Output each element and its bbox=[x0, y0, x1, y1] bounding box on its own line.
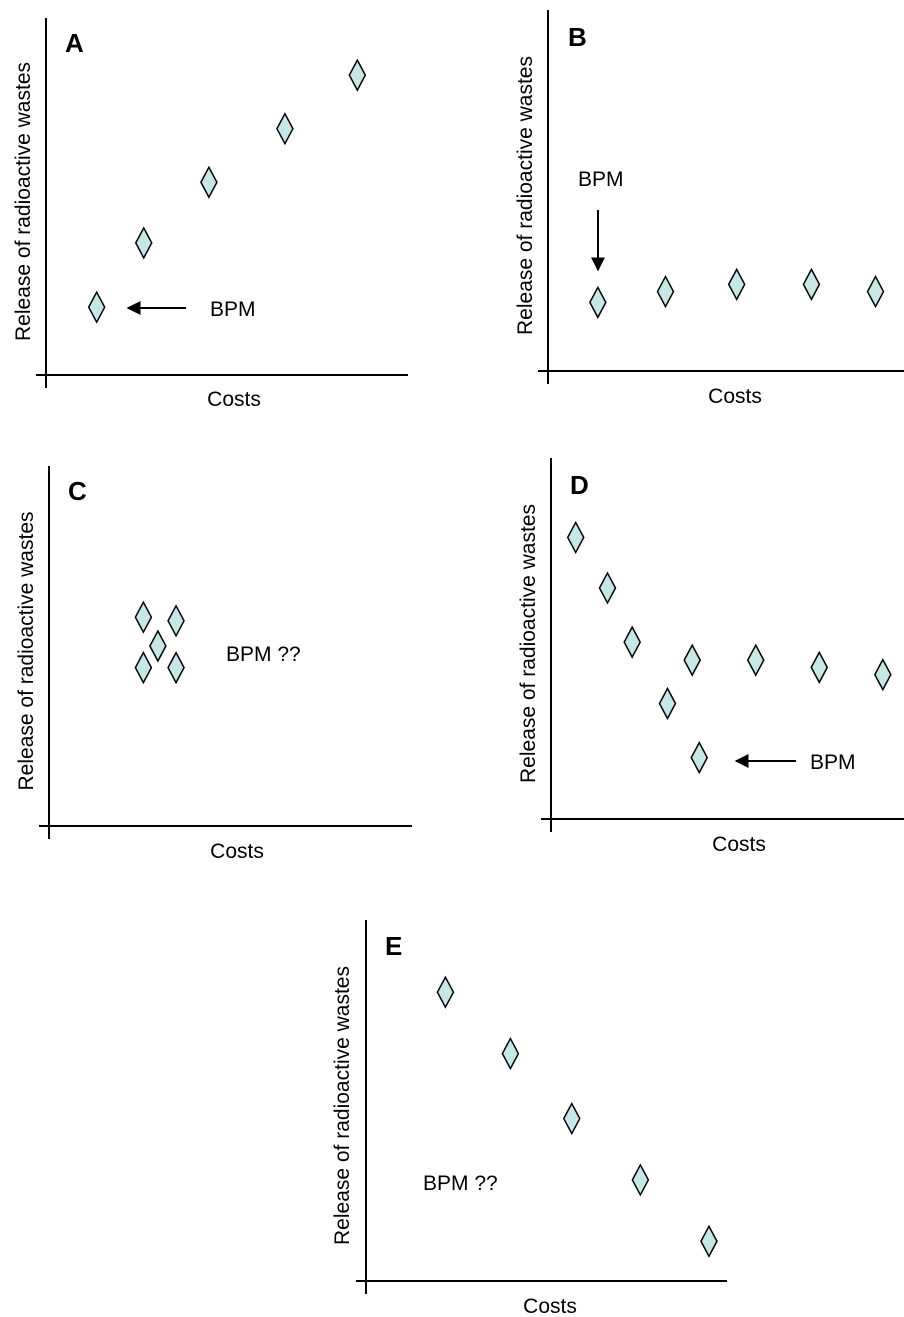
data-point-diamond bbox=[802, 267, 821, 301]
data-point-diamond bbox=[87, 290, 106, 324]
data-point-diamond bbox=[727, 267, 746, 301]
x-axis-label: Costs bbox=[207, 388, 261, 411]
data-point-diamond bbox=[276, 112, 294, 146]
y-axis-label: Release of radioactive wastes bbox=[517, 504, 540, 783]
bpm-annotation: BPM bbox=[210, 298, 256, 321]
data-point-diamond bbox=[746, 643, 765, 677]
data-point-diamond bbox=[683, 643, 702, 677]
chart-panel-a: A Costs Release of radioactive wastes BPM bbox=[12, 18, 408, 411]
bpm-annotation: BPM bbox=[810, 751, 856, 774]
bpm-annotation: BPM ?? bbox=[423, 1172, 498, 1195]
data-point-diamond bbox=[873, 658, 892, 692]
data-point-diamond bbox=[598, 571, 617, 605]
data-point-diamond bbox=[149, 629, 167, 663]
data-point-diamond bbox=[134, 651, 153, 685]
data-point-diamond bbox=[167, 651, 185, 685]
data-point-diamond bbox=[200, 165, 218, 199]
data-point-diamond bbox=[631, 1163, 650, 1197]
x-axis-label: Costs bbox=[708, 385, 762, 408]
data-point-diamond bbox=[690, 741, 709, 775]
panel-label: D bbox=[570, 470, 589, 500]
data-point-diamond bbox=[700, 1224, 718, 1258]
data-point-diamond bbox=[348, 58, 367, 92]
data-point-diamond bbox=[588, 285, 607, 320]
data-point-diamond bbox=[167, 604, 185, 638]
chart-panel-c: C Costs Release of radioactive wastes BPM ?… bbox=[15, 466, 412, 863]
panel-label: A bbox=[65, 28, 84, 58]
data-point-diamond bbox=[810, 650, 829, 684]
bpm-annotation: BPM ?? bbox=[226, 643, 301, 666]
data-point-diamond bbox=[658, 686, 677, 721]
data-point-diamond bbox=[436, 975, 455, 1009]
panel-label: B bbox=[568, 22, 587, 52]
chart-panel-d: D Costs Release of radioactive wastes BPM bbox=[517, 458, 904, 856]
data-point-diamond bbox=[656, 274, 675, 309]
data-point-diamond bbox=[866, 274, 885, 309]
data-point-diamond bbox=[501, 1036, 520, 1071]
y-axis-label: Release of radioactive wastes bbox=[15, 512, 38, 791]
data-point-diamond bbox=[134, 226, 153, 260]
chart-panel-e: E Costs Release of radioactive wastes BPM ?… bbox=[331, 920, 727, 1317]
panel-label: E bbox=[385, 931, 402, 961]
bpm-annotation: BPM bbox=[578, 168, 624, 191]
data-point-diamond bbox=[134, 600, 153, 634]
panel-label: C bbox=[68, 476, 87, 506]
data-point-diamond bbox=[623, 625, 642, 659]
y-axis-label: Release of radioactive wastes bbox=[331, 966, 354, 1245]
x-axis-label: Costs bbox=[210, 840, 264, 863]
chart-panel-b: B Costs Release of radioactive wastes BPM bbox=[514, 10, 904, 408]
data-point-diamond bbox=[562, 1101, 581, 1136]
data-point-diamond bbox=[566, 520, 585, 555]
x-axis-label: Costs bbox=[712, 833, 766, 856]
y-axis-label: Release of radioactive wastes bbox=[12, 62, 35, 341]
y-axis-label: Release of radioactive wastes bbox=[514, 56, 537, 335]
x-axis-label: Costs bbox=[523, 1295, 577, 1317]
